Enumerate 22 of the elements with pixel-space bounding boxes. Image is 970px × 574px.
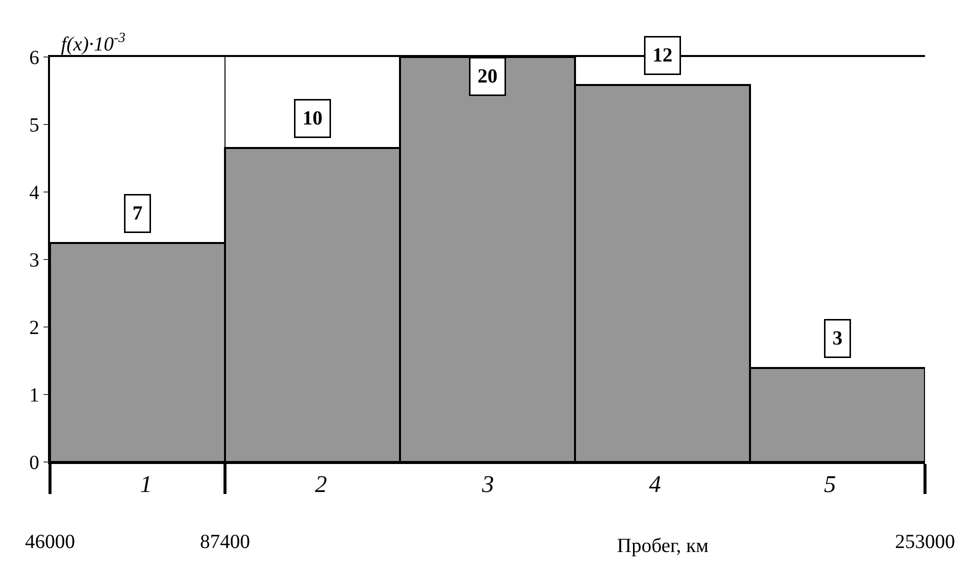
y-tick-label: 0 xyxy=(29,452,40,474)
x-tick-label: 253000 xyxy=(895,530,955,553)
annotation: 3 xyxy=(832,328,842,350)
text: 1 xyxy=(140,472,152,498)
text: 3 xyxy=(481,472,494,498)
y-tick-label: 4 xyxy=(29,182,40,204)
text: 5 xyxy=(824,472,836,498)
annotation: 20 xyxy=(478,66,498,88)
text: 2 xyxy=(315,472,327,498)
y-axis-title: f(x)·10$^{-3}$ xyxy=(61,31,126,56)
y-tick-label: 6 xyxy=(29,47,40,69)
y-tick-label: 1 xyxy=(29,384,40,406)
annotation: 7 xyxy=(132,202,142,224)
y-tick-label: 3 xyxy=(29,250,40,272)
annotation: 12 xyxy=(652,44,672,66)
y-tick-label: 2 xyxy=(29,317,40,339)
x-tick-label: 46000 xyxy=(25,530,75,553)
y-tick-label: 5 xyxy=(29,114,40,136)
annotation: 10 xyxy=(302,108,322,130)
text: 4 xyxy=(649,472,661,498)
x-tick-label: 87400 xyxy=(200,530,250,553)
x-axis-title: Пробег, км xyxy=(617,535,709,557)
